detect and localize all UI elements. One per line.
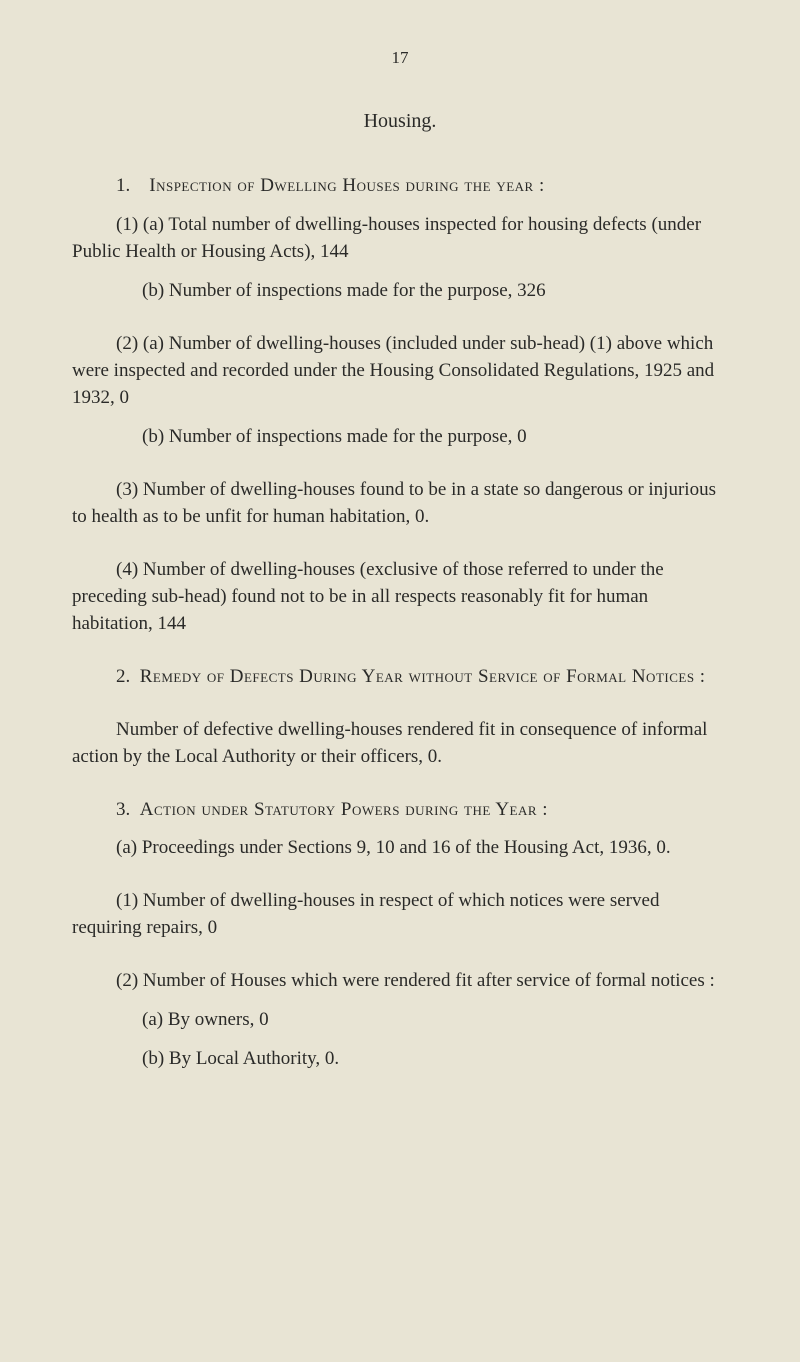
heading-paragraph-2: 2. Remedy of Defects During Year without… <box>72 664 728 691</box>
paragraph-1a: (1) (a) Total number of dwelling-houses … <box>72 212 728 266</box>
paragraph-2b: (b) Number of inspections made for the p… <box>72 424 728 451</box>
heading-paragraph-1: 1. Inspection of Dwelling Houses during … <box>72 173 728 200</box>
heading-text: Inspection of Dwelling Houses during the… <box>149 175 545 196</box>
paragraph-5-body: Number of defective dwelling-houses rend… <box>72 717 728 771</box>
section-title: Housing. <box>72 110 728 133</box>
heading-text: Remedy of Defects During Year without Se… <box>140 666 706 687</box>
paragraph-8: (2) Number of Houses which were rendered… <box>72 968 728 995</box>
heading-text: Action under Statutory Powers during the… <box>140 799 548 820</box>
item-number: 2. <box>116 666 130 687</box>
paragraph-4: (4) Number of dwelling-houses (exclusive… <box>72 557 728 638</box>
paragraph-6a: (a) Proceedings under Sections 9, 10 and… <box>72 835 728 862</box>
item-number: 1. <box>116 175 130 196</box>
paragraph-2a: (2) (a) Number of dwelling-houses (inclu… <box>72 331 728 412</box>
heading-paragraph-3: 3. Action under Statutory Powers during … <box>72 797 728 824</box>
item-number: 3. <box>116 799 130 820</box>
paragraph-8b: (b) By Local Authority, 0. <box>72 1046 728 1073</box>
page-number: 17 <box>72 48 728 68</box>
paragraph-8a: (a) By owners, 0 <box>72 1007 728 1034</box>
paragraph-7: (1) Number of dwelling-houses in respect… <box>72 888 728 942</box>
paragraph-3: (3) Number of dwelling-houses found to b… <box>72 477 728 531</box>
paragraph-1b: (b) Number of inspections made for the p… <box>72 278 728 305</box>
